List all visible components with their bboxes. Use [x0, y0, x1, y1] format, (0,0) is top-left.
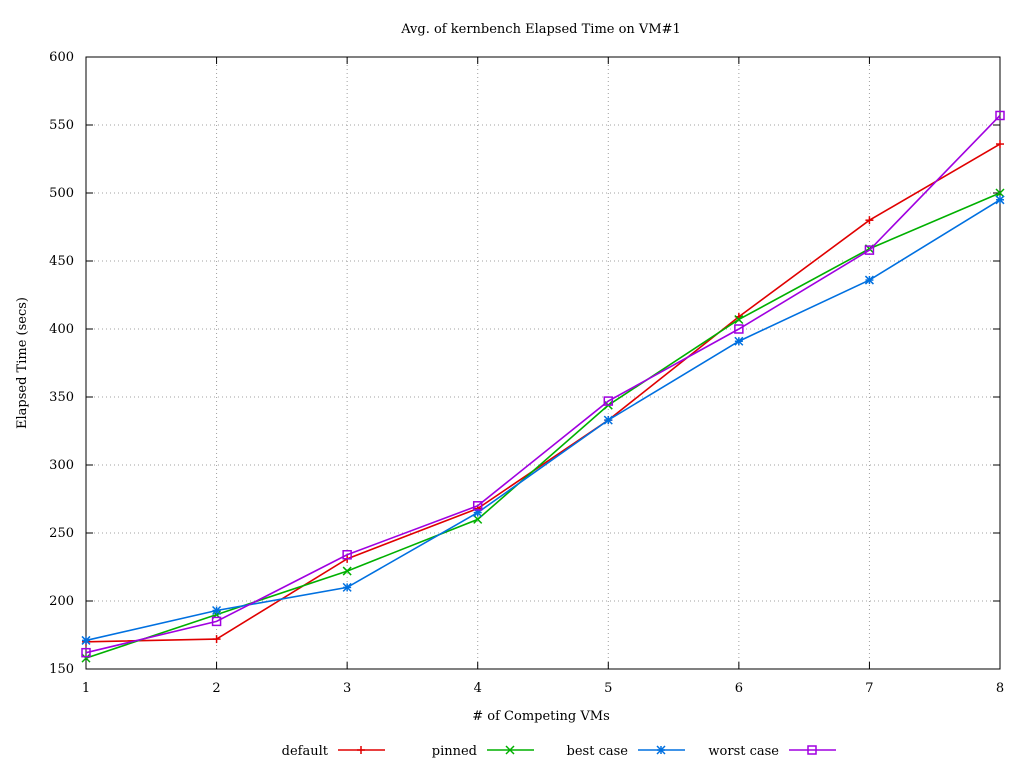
- y-tick-label: 200: [49, 594, 74, 609]
- data-point: [212, 635, 221, 644]
- data-point: [342, 550, 352, 560]
- data-point: [342, 582, 352, 592]
- legend-item: worst case: [708, 744, 836, 759]
- x-tick-label: 5: [604, 681, 612, 696]
- x-tick-label: 4: [474, 681, 482, 696]
- series-line: [85, 199, 1001, 642]
- x-tick-label: 2: [212, 681, 220, 696]
- data-point: [603, 396, 614, 406]
- data-point: [473, 514, 483, 524]
- data-point: [995, 188, 1005, 198]
- series-line: [85, 143, 1001, 643]
- legend-item: default: [282, 744, 385, 759]
- chart-title: Avg. of kernbench Elapsed Time on VM#1: [400, 22, 681, 37]
- data-point: [81, 647, 91, 658]
- y-tick-label: 600: [49, 50, 74, 65]
- series-worst-case: [81, 110, 1005, 658]
- x-tick-label: 7: [865, 681, 873, 696]
- data-point: [342, 566, 352, 576]
- data-point: [995, 195, 1005, 205]
- axis-ticks: 150 200 250 300 350 400 450 500 550 600 1 2 3 4 5 6 7 8: [49, 50, 1004, 696]
- legend: default pinned best case worst case: [282, 744, 836, 759]
- data-point: [995, 110, 1005, 121]
- data-point: [734, 324, 744, 334]
- data-point: [864, 275, 874, 285]
- data-point: [996, 140, 1004, 149]
- data-point: [212, 605, 222, 616]
- series-pinned: [81, 188, 1005, 663]
- data-point: [603, 415, 613, 425]
- legend-label: best case: [567, 744, 629, 759]
- legend-label: worst case: [708, 744, 779, 759]
- legend-item: best case: [567, 744, 685, 759]
- legend-marker: [505, 745, 515, 755]
- legend-marker: [357, 746, 365, 754]
- series: [81, 110, 1005, 663]
- series-best-case: [81, 195, 1005, 645]
- grid: [86, 57, 1000, 669]
- y-tick-label: 550: [49, 118, 74, 133]
- data-point: [81, 635, 91, 645]
- x-tick-label: 1: [82, 681, 90, 696]
- series-line: [85, 192, 1001, 659]
- x-tick-label: 3: [343, 681, 351, 696]
- data-point: [734, 336, 744, 346]
- y-tick-label: 300: [49, 458, 74, 473]
- legend-label: pinned: [432, 744, 477, 759]
- series-default: [82, 140, 1004, 646]
- y-tick-label: 150: [49, 662, 74, 677]
- y-tick-label: 350: [49, 390, 74, 405]
- data-point: [865, 216, 874, 225]
- legend-marker: [656, 745, 666, 755]
- y-axis-label: Elapsed Time (secs): [15, 297, 30, 429]
- y-tick-label: 500: [49, 186, 74, 201]
- legend-item: pinned: [432, 744, 534, 759]
- data-point: [864, 245, 875, 255]
- data-point: [81, 653, 91, 663]
- legend-marker: [807, 745, 817, 755]
- y-tick-label: 450: [49, 254, 74, 269]
- data-point: [734, 314, 744, 325]
- plot-frame: [85, 56, 1001, 670]
- x-tick-label: 8: [996, 681, 1004, 696]
- y-tick-label: 400: [49, 322, 74, 337]
- y-tick-label: 250: [49, 526, 74, 541]
- legend-label: default: [282, 744, 329, 759]
- series-line: [85, 114, 1001, 654]
- x-axis-label: # of Competing VMs: [472, 709, 610, 724]
- data-point: [211, 616, 222, 627]
- x-tick-label: 6: [735, 681, 743, 696]
- data-point: [472, 501, 483, 511]
